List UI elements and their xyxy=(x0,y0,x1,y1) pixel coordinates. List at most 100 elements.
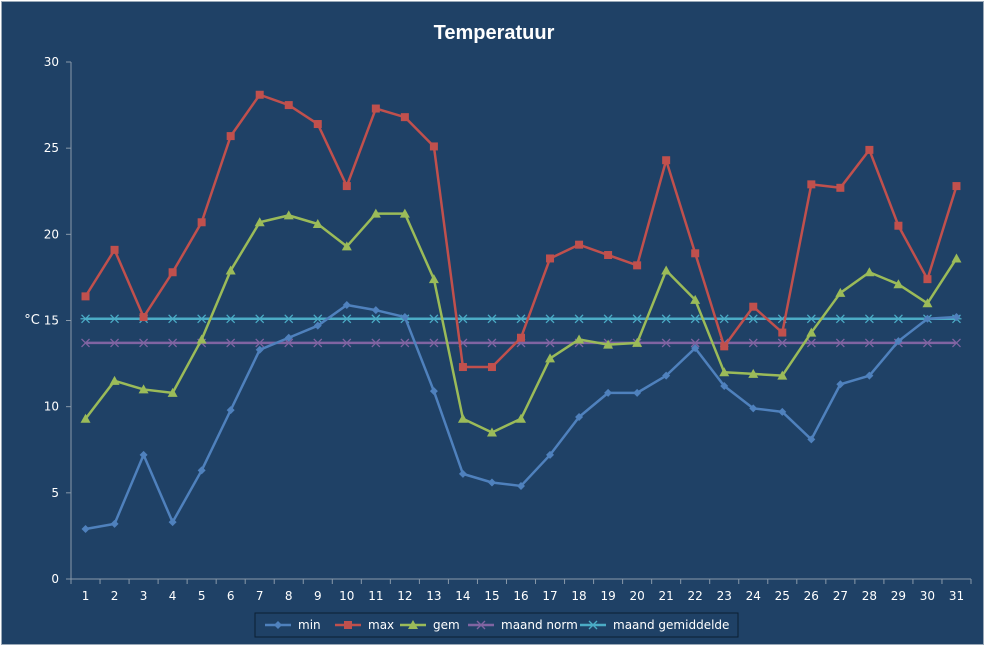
data-point-maand-gemiddelde xyxy=(632,314,643,324)
data-point-max xyxy=(517,333,525,342)
data-point-maand-norm xyxy=(81,338,90,348)
data-point-max xyxy=(313,120,322,129)
data-point-maand-norm xyxy=(139,338,149,348)
data-point-maand-gemiddelde xyxy=(196,314,207,324)
data-point-min xyxy=(487,478,496,487)
data-point-gem xyxy=(661,265,672,275)
data-point-gem xyxy=(312,218,323,228)
data-point-gem xyxy=(806,327,817,337)
x-tick-label: 26 xyxy=(804,589,819,603)
y-tick-label: 10 xyxy=(44,400,59,414)
data-point-gem xyxy=(486,427,497,437)
data-point-maand-norm xyxy=(226,338,236,348)
data-point-gem xyxy=(574,334,585,344)
data-point-min xyxy=(81,525,90,534)
data-point-maand-gemiddelde xyxy=(109,314,120,324)
data-point-gem xyxy=(748,368,759,378)
x-tick-label: 25 xyxy=(775,589,790,603)
data-point-max xyxy=(226,132,235,141)
x-tick-label: 24 xyxy=(746,589,761,603)
x-tick-label: 31 xyxy=(949,589,964,603)
data-point-maand-gemiddelde xyxy=(486,314,497,324)
data-point-max xyxy=(952,182,961,191)
series-max xyxy=(81,90,961,372)
legend-marker xyxy=(588,620,598,630)
legend-marker xyxy=(476,620,486,630)
data-point-max xyxy=(81,292,90,301)
x-tick-label: 15 xyxy=(484,589,499,603)
data-point-gem xyxy=(603,339,614,349)
x-tick-label: 2 xyxy=(111,589,119,603)
legend-label: max xyxy=(368,618,394,632)
data-point-maand-norm xyxy=(835,338,845,348)
data-point-maand-norm xyxy=(690,338,700,348)
data-point-maand-norm xyxy=(864,338,874,348)
data-point-max xyxy=(168,268,177,277)
data-point-maand-norm xyxy=(922,338,932,348)
data-point-gem xyxy=(545,353,556,363)
data-point-min xyxy=(110,519,119,528)
data-point-min xyxy=(865,371,874,380)
data-point-maand-gemiddelde xyxy=(370,314,381,324)
data-point-maand-gemiddelde xyxy=(719,314,730,324)
data-point-max xyxy=(400,113,409,122)
x-tick-label: 23 xyxy=(717,589,732,603)
data-point-maand-gemiddelde xyxy=(312,314,323,324)
data-point-min xyxy=(546,450,555,459)
legend-item-min: min xyxy=(265,618,321,632)
x-tick-label: 9 xyxy=(314,589,322,603)
data-point-maand-gemiddelde xyxy=(748,314,759,324)
data-point-maand-gemiddelde xyxy=(457,314,468,324)
data-point-gem xyxy=(399,208,410,218)
data-point-maand-gemiddelde xyxy=(864,314,875,324)
data-point-max xyxy=(807,180,816,189)
data-point-max xyxy=(139,313,148,322)
series-gem xyxy=(80,208,962,437)
x-tick-label: 16 xyxy=(513,589,528,603)
x-tick-label: 10 xyxy=(339,589,354,603)
x-tick-label: 1 xyxy=(82,589,90,603)
data-point-min xyxy=(894,337,903,346)
legend-label: maand gemiddelde xyxy=(613,618,729,632)
data-point-max xyxy=(749,302,758,311)
x-tick-label: 29 xyxy=(891,589,906,603)
legend-marker xyxy=(274,621,282,629)
data-point-max xyxy=(575,240,584,249)
y-tick-label: 15 xyxy=(44,314,59,328)
data-point-min xyxy=(226,406,235,415)
data-point-max xyxy=(342,182,351,191)
x-tick-label: 17 xyxy=(542,589,557,603)
data-point-gem xyxy=(428,274,439,284)
data-point-gem xyxy=(254,217,265,227)
data-point-min xyxy=(517,481,525,490)
data-point-maand-norm xyxy=(487,338,497,348)
legend-marker xyxy=(344,621,352,629)
data-point-min xyxy=(720,381,729,390)
data-point-max xyxy=(604,251,613,260)
data-point-min xyxy=(575,413,584,422)
data-point-max xyxy=(487,363,496,372)
data-point-max xyxy=(633,261,642,270)
x-tick-label: 30 xyxy=(920,589,935,603)
x-tick-label: 14 xyxy=(455,589,470,603)
data-point-max xyxy=(865,145,874,154)
data-point-maand-norm xyxy=(545,338,555,348)
data-point-min xyxy=(604,388,613,397)
data-point-min xyxy=(284,333,293,342)
data-point-maand-gemiddelde xyxy=(225,314,236,324)
data-point-min xyxy=(923,314,932,323)
x-tick-label: 22 xyxy=(688,589,703,603)
data-point-gem xyxy=(225,265,236,275)
y-axis-label: °C xyxy=(24,313,40,328)
data-point-gem xyxy=(922,298,933,308)
data-point-min xyxy=(749,404,758,413)
legend-box xyxy=(254,612,739,638)
x-tick-label: 5 xyxy=(198,589,206,603)
data-point-maand-gemiddelde xyxy=(80,314,91,324)
data-point-max xyxy=(197,218,206,227)
data-point-gem xyxy=(138,384,149,394)
data-point-maand-gemiddelde xyxy=(283,314,294,324)
x-tick-label: 28 xyxy=(862,589,877,603)
